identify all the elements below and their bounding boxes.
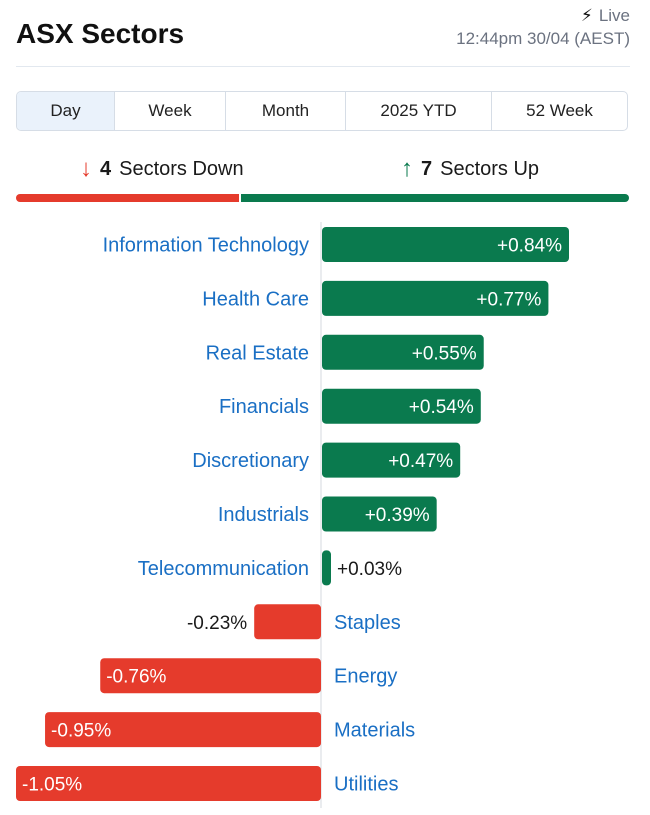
sector-label-financials[interactable]: Financials xyxy=(219,396,309,418)
sector-label-discretionary[interactable]: Discretionary xyxy=(192,450,309,472)
bar-industrials[interactable] xyxy=(322,496,437,532)
timestamp: 12:44pm 30/04 (AEST) xyxy=(456,29,630,48)
sector-label-utilities[interactable]: Utilities xyxy=(334,774,398,796)
sector-label-materials[interactable]: Materials xyxy=(334,720,415,742)
bar-energy[interactable] xyxy=(100,658,321,694)
sectors-up-count: 7 xyxy=(421,157,433,180)
lightning-bolt-icon: ⚡︎ xyxy=(580,6,593,25)
bar-materials[interactable] xyxy=(45,712,322,748)
sector-label-health-care[interactable]: Health Care xyxy=(202,288,309,310)
value-label-information-technology: +0.84% xyxy=(497,236,562,257)
bar-telecommunication[interactable] xyxy=(322,550,331,586)
live-indicator: ⚡︎ Live xyxy=(581,6,630,26)
bar-information-technology[interactable] xyxy=(322,227,569,262)
sectors-down-summary: ↓ 4 Sectors Down xyxy=(80,155,244,183)
tab-52-week[interactable]: 52 Week xyxy=(526,101,593,120)
sector-label-telecommunication[interactable]: Telecommunication xyxy=(138,558,309,580)
value-label-real-estate: +0.55% xyxy=(412,343,477,364)
bar-financials[interactable] xyxy=(322,388,481,424)
value-label-health-care: +0.77% xyxy=(476,289,541,310)
sector-label-energy[interactable]: Energy xyxy=(334,666,397,688)
bar-staples[interactable] xyxy=(254,604,321,640)
tab-week[interactable]: Week xyxy=(115,92,226,130)
bar-real-estate[interactable] xyxy=(322,334,484,370)
value-label-discretionary: +0.47% xyxy=(388,451,453,472)
arrow-down-icon: ↓ xyxy=(80,155,92,182)
sector-label-real-estate[interactable]: Real Estate xyxy=(206,342,309,364)
tab-2025-ytd[interactable]: 2025 YTD xyxy=(346,92,492,130)
sectors-down-bar xyxy=(16,194,239,202)
value-label-utilities: -1.05% xyxy=(22,775,82,796)
bar-utilities[interactable] xyxy=(16,766,321,801)
sector-label-information-technology[interactable]: Information Technology xyxy=(103,235,309,257)
tab-day[interactable]: Day xyxy=(17,92,115,130)
sector-label-industrials[interactable]: Industrials xyxy=(218,504,309,526)
value-label-industrials: +0.39% xyxy=(365,505,430,526)
value-label-telecommunication: +0.03% xyxy=(337,559,402,580)
sectors-up-bar xyxy=(241,194,629,202)
value-label-financials: +0.54% xyxy=(409,397,474,418)
value-label-energy: -0.76% xyxy=(106,667,166,688)
sectors-down-label: Sectors Down xyxy=(119,157,244,180)
tab-month[interactable]: Month xyxy=(226,92,346,130)
bar-health-care[interactable] xyxy=(322,280,549,316)
header-divider xyxy=(16,66,630,67)
value-label-materials: -0.95% xyxy=(51,721,111,742)
sectors-down-count: 4 xyxy=(100,157,112,180)
sectors-up-summary: ↑ 7 Sectors Up xyxy=(401,155,539,183)
sector-label-staples[interactable]: Staples xyxy=(334,612,401,634)
sectors-up-label: Sectors Up xyxy=(440,157,540,180)
value-label-staples: -0.23% xyxy=(187,613,247,634)
arrow-up-icon: ↑ xyxy=(401,155,413,182)
page-title: ASX Sectors xyxy=(16,18,185,49)
period-tabs: Day Week Month 2025 YTD 52 Week xyxy=(16,91,628,131)
bar-discretionary[interactable] xyxy=(322,442,461,478)
live-label: Live xyxy=(598,6,630,25)
